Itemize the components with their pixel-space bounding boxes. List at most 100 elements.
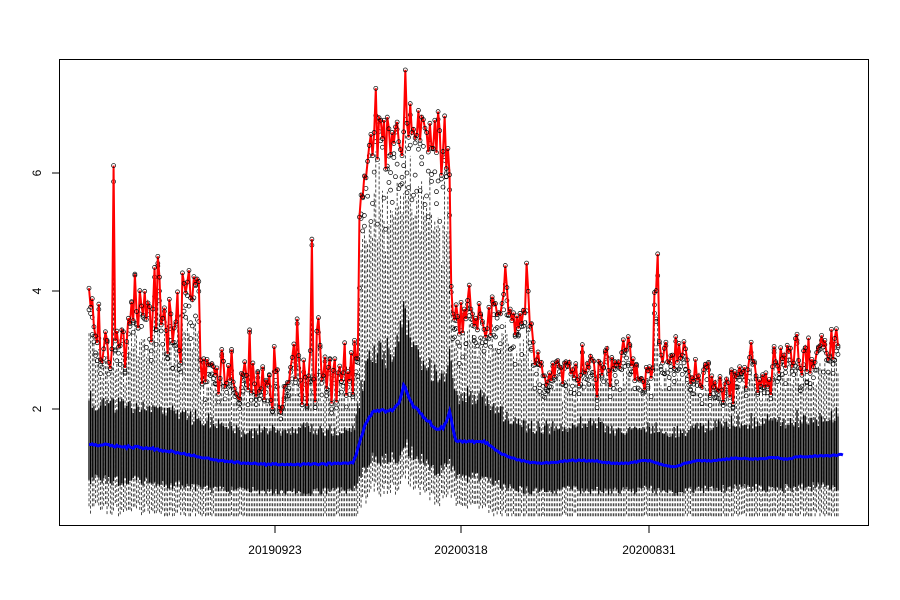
max-point xyxy=(498,311,503,317)
outlier-point xyxy=(568,390,574,395)
max-point xyxy=(214,365,220,371)
outlier-point xyxy=(116,350,121,356)
max-point xyxy=(162,305,167,311)
max-point xyxy=(166,296,172,302)
max-point xyxy=(725,380,731,385)
max-point xyxy=(570,367,575,373)
outlier-point xyxy=(727,402,733,408)
y-tick-label: 4 xyxy=(30,287,44,294)
outlier-point xyxy=(499,324,505,330)
max-point xyxy=(399,153,405,159)
max-point xyxy=(343,393,349,398)
max-point xyxy=(540,373,546,379)
max-point xyxy=(501,291,507,297)
max-point xyxy=(134,309,139,314)
max-point xyxy=(155,253,161,259)
outlier-point xyxy=(457,361,462,366)
max-point xyxy=(740,369,746,374)
max-point xyxy=(404,120,410,126)
outlier-point xyxy=(248,397,254,403)
outlier-point xyxy=(183,303,189,308)
max-point xyxy=(422,125,428,131)
max-point xyxy=(761,385,767,390)
outlier-point xyxy=(404,190,410,196)
outlier-point xyxy=(148,348,154,354)
max-point xyxy=(402,67,408,73)
outlier-point xyxy=(319,392,325,398)
max-point xyxy=(802,345,808,351)
outlier-point xyxy=(697,393,703,398)
outlier-point xyxy=(425,214,431,220)
outlier-point xyxy=(457,343,462,349)
max-point xyxy=(330,368,336,373)
max-point xyxy=(696,373,702,379)
outlier-point xyxy=(601,379,606,385)
max-point xyxy=(311,376,316,382)
outlier-point xyxy=(437,218,443,224)
max-point xyxy=(375,157,380,162)
outlier-point xyxy=(622,364,628,369)
max-point xyxy=(445,146,451,151)
outlier-point xyxy=(584,377,590,383)
max-point xyxy=(748,339,754,345)
outlier-point xyxy=(761,390,767,396)
max-point xyxy=(522,310,528,316)
max-point xyxy=(324,386,329,392)
max-point xyxy=(468,306,474,312)
max-point xyxy=(771,344,777,349)
outlier-point xyxy=(203,397,208,403)
outlier-point xyxy=(671,379,677,384)
max-point xyxy=(460,330,466,336)
outlier-point xyxy=(483,343,488,348)
outlier-point xyxy=(163,351,169,357)
outlier-point xyxy=(519,352,525,357)
max-point xyxy=(150,306,156,312)
outlier-point xyxy=(388,187,393,193)
max-point xyxy=(394,119,400,125)
max-point xyxy=(776,371,782,376)
outlier-point xyxy=(339,389,344,395)
max-point xyxy=(171,325,177,331)
max-point xyxy=(176,348,182,354)
outlier-point xyxy=(360,228,366,234)
outlier-point xyxy=(148,358,154,363)
max-point xyxy=(265,382,270,388)
outlier-point xyxy=(394,161,400,167)
max-point xyxy=(288,364,293,370)
max-point xyxy=(650,365,656,371)
max-point xyxy=(560,381,566,387)
max-point xyxy=(484,326,490,332)
max-point xyxy=(640,379,646,384)
max-point xyxy=(252,381,257,387)
max-point xyxy=(558,364,564,370)
max-point xyxy=(832,336,838,341)
outlier-point xyxy=(222,396,228,402)
outlier-point xyxy=(776,376,782,381)
outlier-point xyxy=(178,369,184,375)
outlier-point xyxy=(625,360,631,366)
max-point xyxy=(280,404,285,410)
max-point xyxy=(186,268,192,273)
outlier-point xyxy=(720,403,726,408)
max-point xyxy=(465,298,470,303)
outlier-point xyxy=(368,219,374,224)
max-point xyxy=(327,356,333,362)
max-point xyxy=(712,380,718,385)
max-point xyxy=(742,364,747,370)
median-line xyxy=(89,381,844,469)
max-point xyxy=(384,114,390,120)
max-point xyxy=(355,356,361,362)
max-point xyxy=(756,377,762,382)
max-point xyxy=(471,323,477,329)
outlier-point xyxy=(412,172,418,178)
max-point xyxy=(271,344,277,349)
max-point xyxy=(481,326,487,332)
max-point xyxy=(516,326,521,332)
max-point xyxy=(625,334,631,339)
max-point xyxy=(321,373,326,379)
max-point xyxy=(221,358,226,364)
max-point xyxy=(144,317,149,322)
outlier-point xyxy=(830,361,836,367)
max-point xyxy=(591,358,597,364)
outlier-point xyxy=(183,314,189,320)
